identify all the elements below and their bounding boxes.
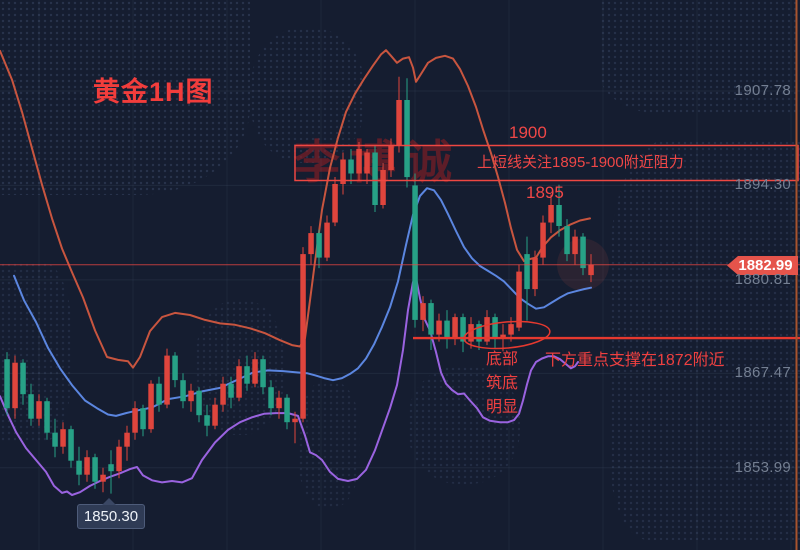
y-axis-label: 1894.30 <box>734 176 791 194</box>
chart-title: 黄金1H图 <box>93 77 214 107</box>
resistance-upper-label: 1900 <box>509 123 547 142</box>
marker-pointer-icon <box>102 498 116 505</box>
upper-band <box>0 49 591 369</box>
y-axis-label: 1880.81 <box>734 270 791 288</box>
resistance-annotation: 上短线关注1895-1900附近阻力 <box>477 154 684 171</box>
bottom-forming-annotation: 底部 筑底 明显 <box>486 351 519 416</box>
lower-band <box>0 276 579 496</box>
low-price-marker: 1850.30 <box>77 498 145 529</box>
grid-vertical <box>38 0 792 550</box>
grid-horizontal <box>0 90 800 469</box>
current-price-badge: 1882.99 <box>727 256 798 275</box>
y-axis-label: 1907.78 <box>734 82 791 99</box>
low-price-text: 1850.30 <box>83 508 139 525</box>
y-axis-label: 1867.47 <box>734 364 791 382</box>
middle-band <box>13 187 592 417</box>
resistance-zone-box <box>294 144 799 182</box>
candles <box>4 76 594 494</box>
y-axis-label: 1853.99 <box>734 458 791 476</box>
bottom-ellipse <box>463 320 551 350</box>
support-annotation: 下方重点支撑在1872附近 <box>545 352 725 369</box>
resistance-lower-label: 1895 <box>526 183 564 202</box>
